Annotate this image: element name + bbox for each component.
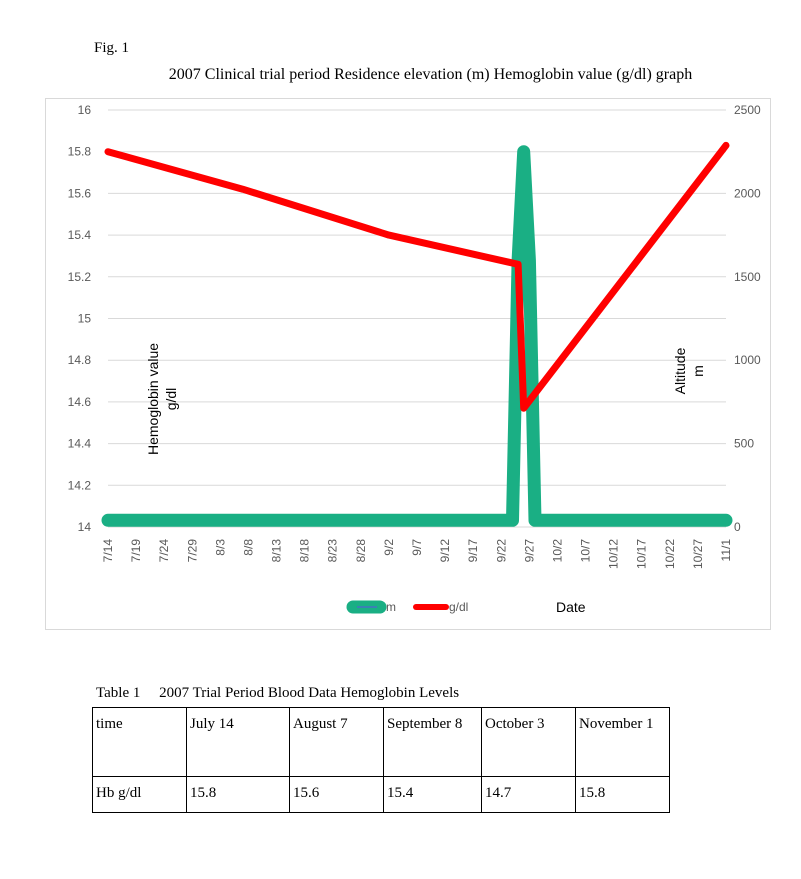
y-left-tick-label: 15.8 <box>68 145 92 159</box>
table-cell: October 3 <box>481 707 576 777</box>
x-tick-label: 7/29 <box>185 539 199 563</box>
x-tick-label: 11/1 <box>719 539 733 562</box>
x-tick-label: 9/27 <box>522 539 536 563</box>
table-caption: Table 1 2007 Trial Period Blood Data Hem… <box>96 685 460 701</box>
y-left-tick-label: 14.6 <box>68 395 92 409</box>
legend-label-hemoglobin: g/dl <box>449 600 468 614</box>
series-line-altitude <box>101 145 733 527</box>
axis-title-line: Altitude <box>672 347 688 394</box>
y-right-tick-label: 2500 <box>734 103 761 117</box>
table-cell: July 14 <box>186 707 290 777</box>
y-right-tick-label: 0 <box>734 520 741 534</box>
axis-title-line: Hemoglobin value <box>145 343 161 455</box>
x-tick-label: 10/12 <box>607 539 621 569</box>
table-cell: 15.8 <box>575 776 670 813</box>
y-right-axis-title: Altitude m <box>672 347 706 394</box>
chart-svg: 16 15.8 15.6 15.4 15.2 15 14.8 14.6 14.4 14.2 14 25… <box>68 103 761 615</box>
y-right-tick-label: 2000 <box>734 186 761 200</box>
y-left-axis-title: Hemoglobin value g/dl <box>145 343 179 455</box>
y-left-tick-label: 16 <box>78 103 92 117</box>
table-cell: September 8 <box>383 707 482 777</box>
x-tick-label: 8/28 <box>354 539 368 563</box>
series-line-hemoglobin <box>104 141 730 412</box>
hemoglobin-table: time July 14 August 7 September 8 Octobe… <box>92 707 670 813</box>
x-tick-label: 7/19 <box>129 539 143 563</box>
x-tick-label: 9/12 <box>438 539 452 563</box>
x-tick-label: 8/13 <box>270 539 284 563</box>
table-cell: 15.8 <box>186 776 290 813</box>
x-tick-label: 7/24 <box>157 539 171 563</box>
x-tick-label: 10/27 <box>691 539 705 569</box>
chart-area: 16 15.8 15.6 15.4 15.2 15 14.8 14.6 14.4 14.2 14 25… <box>45 98 771 630</box>
y-right-tick-label: 500 <box>734 437 754 451</box>
y-left-tick-label: 15.6 <box>68 186 92 200</box>
y-right-tick-label: 1000 <box>734 353 761 367</box>
x-tick-label: 10/22 <box>663 539 677 569</box>
table-cell: 15.6 <box>289 776 384 813</box>
y-left-tick-label: 15.4 <box>68 228 92 242</box>
x-tick-label: 8/23 <box>326 539 340 563</box>
axis-title-line: g/dl <box>163 388 179 411</box>
x-tick-label: 8/18 <box>298 539 312 563</box>
y-left-tick-label: 14 <box>78 520 92 534</box>
x-tick-label: 10/7 <box>579 539 593 563</box>
x-tick-label: 9/2 <box>382 539 396 556</box>
legend-label-altitude: m <box>386 600 396 614</box>
y-left-tick-label: 15.2 <box>68 270 92 284</box>
x-tick-label: 10/2 <box>550 539 564 563</box>
x-tick-label: 8/3 <box>213 539 227 556</box>
x-tick-label: 7/14 <box>101 539 115 563</box>
x-tick-label: 9/7 <box>410 539 424 556</box>
table-cell: 15.4 <box>383 776 482 813</box>
y-right-tick-label: 1500 <box>734 270 761 284</box>
x-tick-label: 8/8 <box>241 539 255 556</box>
table-cell: time <box>92 707 187 777</box>
x-tick-label: 9/17 <box>466 539 480 563</box>
y-left-tick-label: 15 <box>78 312 92 326</box>
table-row: time July 14 August 7 September 8 Octobe… <box>92 707 670 777</box>
table-cell: 14.7 <box>481 776 576 813</box>
figure-label: Fig. 1 <box>94 40 130 56</box>
x-tick-label: 10/17 <box>635 539 649 569</box>
table-cell: November 1 <box>575 707 670 777</box>
table-cell: August 7 <box>289 707 384 777</box>
chart-title: 2007 Clinical trial period Residence ele… <box>168 66 693 83</box>
table-cell: Hb g/dl <box>92 776 187 813</box>
table-row: Hb g/dl 15.8 15.6 15.4 14.7 15.8 <box>92 776 670 813</box>
axis-title-line: m <box>690 365 706 377</box>
y-left-tick-label: 14.8 <box>68 353 92 367</box>
y-left-tick-label: 14.4 <box>68 437 92 451</box>
x-tick-label: 9/22 <box>494 539 508 563</box>
y-left-tick-label: 14.2 <box>68 478 92 492</box>
x-axis-title: Date <box>556 599 586 615</box>
